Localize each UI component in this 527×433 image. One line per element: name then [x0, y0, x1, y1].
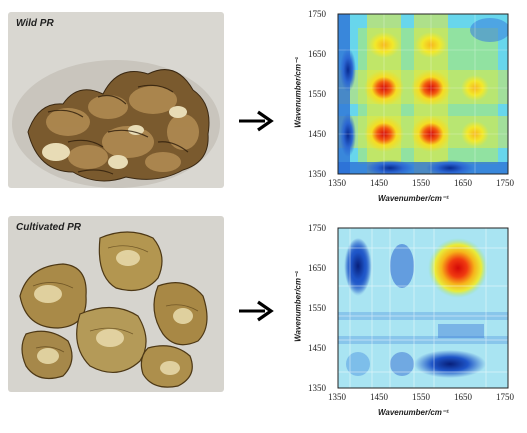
wild-heatmap: 1750 1650 1550 1450 1350 1350 1450 1550 … [290, 9, 522, 214]
y-tick-label: 1450 [308, 343, 326, 353]
y-tick-label: 1350 [308, 169, 326, 179]
wild-heatmap-svg [337, 13, 509, 175]
y-tick-label: 1450 [308, 129, 326, 139]
x-tick-label: 1450 [370, 392, 388, 402]
y-tick-label: 1550 [308, 303, 326, 313]
y-tick-label: 1350 [308, 383, 326, 393]
x-tick-label: 1350 [328, 178, 346, 188]
arrow-right-icon [239, 110, 274, 132]
cultivated-pr-label: Cultivated PR [16, 222, 82, 233]
y-tick-label: 1550 [308, 89, 326, 99]
cultivated-pr-image [8, 216, 224, 392]
x-tick-label: 1650 [454, 178, 472, 188]
x-tick-label: 1550 [412, 178, 430, 188]
y-tick-label: 1750 [308, 9, 326, 19]
y-tick-label: 1650 [308, 263, 326, 273]
x-axis-title: Wavenumber/cm⁻¹ [378, 408, 449, 417]
x-tick-label: 1550 [412, 392, 430, 402]
cultivated-heatmap-svg [337, 227, 509, 389]
x-axis-title: Wavenumber/cm⁻¹ [378, 194, 449, 203]
x-tick-label: 1750 [496, 392, 514, 402]
wild-pr-label: Wild PR [16, 18, 54, 29]
x-tick-label: 1450 [370, 178, 388, 188]
wild-pr-image [8, 12, 224, 188]
wild-panel: Wild PR [0, 0, 527, 214]
cultivated-pr-photo: Cultivated PR [8, 216, 224, 392]
y-axis-title: Wavenumber/cm⁻¹ [293, 271, 303, 342]
x-tick-label: 1650 [454, 392, 472, 402]
y-tick-label: 1750 [308, 223, 326, 233]
y-axis-title: Wavenumber/cm⁻¹ [293, 57, 303, 128]
arrow-right-icon [239, 300, 274, 322]
wild-pr-photo: Wild PR [8, 12, 224, 188]
cultivated-heatmap: 1750 1650 1550 1450 1350 1350 1450 1550 … [290, 223, 522, 428]
cultivated-panel: Cultivated PR [0, 214, 527, 428]
y-tick-label: 1650 [308, 49, 326, 59]
x-tick-label: 1750 [496, 178, 514, 188]
x-tick-label: 1350 [328, 392, 346, 402]
